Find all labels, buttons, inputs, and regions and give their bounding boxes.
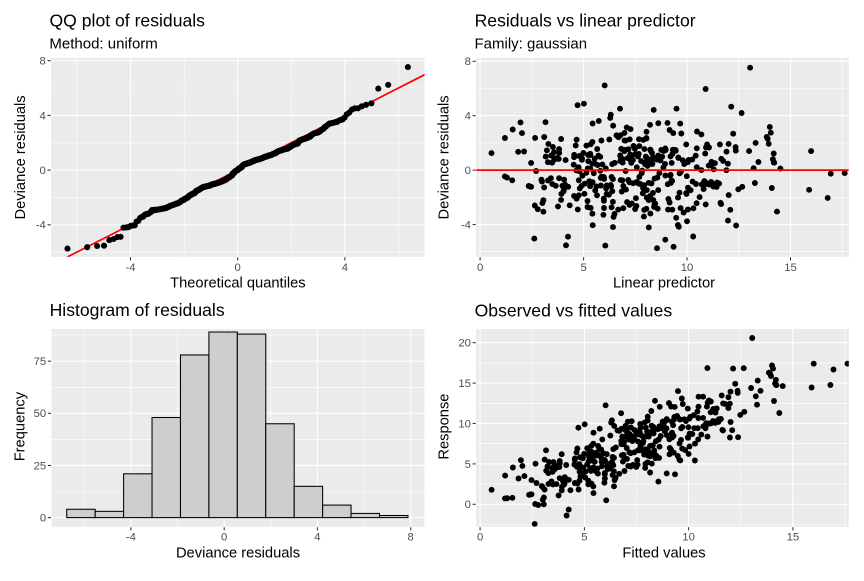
svg-text:Residuals vs linear predictor: Residuals vs linear predictor [475,11,696,31]
svg-text:8: 8 [465,56,471,68]
svg-text:5: 5 [465,459,471,471]
svg-text:Deviance residuals: Deviance residuals [13,95,29,219]
svg-text:5: 5 [580,262,586,274]
svg-text:Linear predictor: Linear predictor [613,275,715,291]
svg-text:8: 8 [408,532,414,544]
svg-text:4: 4 [40,110,46,122]
svg-text:0: 0 [221,532,227,544]
svg-text:15: 15 [787,532,800,544]
svg-text:0: 0 [465,499,471,511]
svg-text:-4: -4 [36,220,46,232]
svg-text:75: 75 [34,356,47,368]
svg-text:20: 20 [458,338,471,350]
svg-text:Observed vs fitted values: Observed vs fitted values [475,300,673,320]
svg-text:10: 10 [682,532,695,544]
svg-text:Method: uniform: Method: uniform [49,36,157,53]
svg-text:Deviance residuals: Deviance residuals [437,95,453,219]
svg-text:-4: -4 [126,532,136,544]
svg-text:-4: -4 [125,262,135,274]
svg-text:15: 15 [784,262,797,274]
svg-text:Response: Response [437,394,453,460]
svg-text:15: 15 [458,378,471,390]
svg-text:10: 10 [681,262,694,274]
svg-text:0: 0 [40,165,46,177]
svg-text:0: 0 [235,262,241,274]
svg-text:0: 0 [477,532,483,544]
svg-text:10: 10 [458,418,471,430]
svg-text:4: 4 [465,111,471,123]
svg-text:5: 5 [581,532,587,544]
svg-text:Frequency: Frequency [12,391,28,461]
svg-text:-4: -4 [461,219,471,231]
svg-text:50: 50 [34,408,47,420]
svg-text:25: 25 [34,460,47,472]
svg-text:Histogram of residuals: Histogram of residuals [50,300,225,320]
svg-text:4: 4 [342,262,348,274]
svg-text:8: 8 [40,56,46,68]
svg-text:Fitted values: Fitted values [622,546,705,562]
svg-text:Theoretical quantiles: Theoretical quantiles [170,275,306,291]
svg-text:QQ plot of residuals: QQ plot of residuals [50,11,206,31]
svg-text:4: 4 [314,532,320,544]
svg-text:Family: gaussian: Family: gaussian [475,36,588,53]
svg-text:0: 0 [477,262,483,274]
svg-text:0: 0 [40,513,46,525]
svg-text:0: 0 [465,165,471,177]
svg-text:Deviance residuals: Deviance residuals [176,546,300,562]
